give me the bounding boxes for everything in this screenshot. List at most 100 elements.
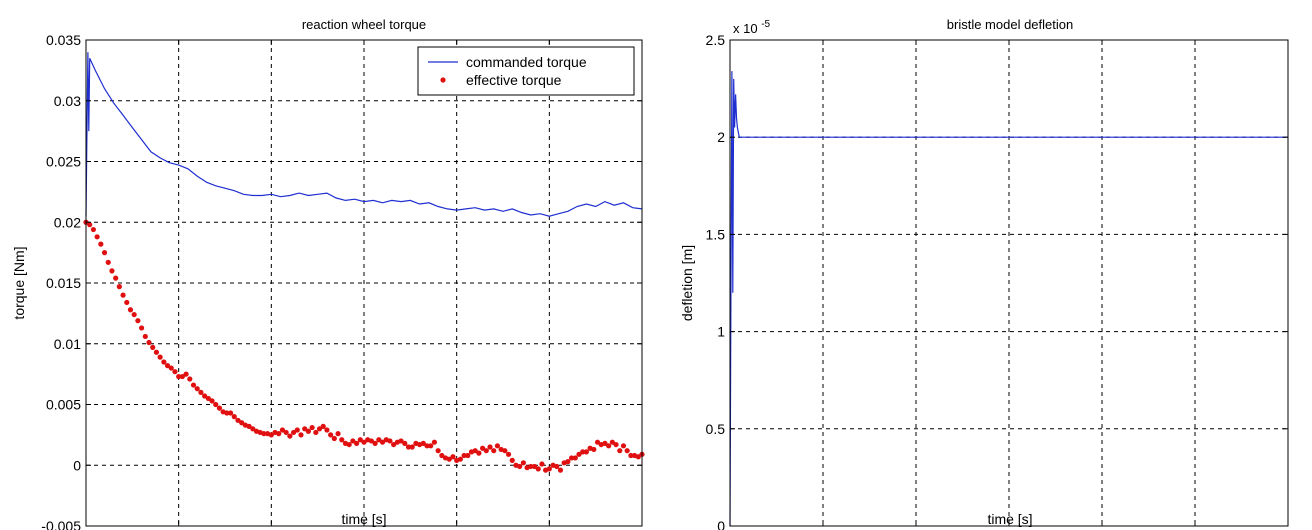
data-point [161, 359, 167, 365]
data-point [139, 325, 145, 331]
tick-marks [729, 39, 1289, 527]
data-point [124, 299, 130, 306]
data-point [439, 452, 445, 459]
data-point [153, 349, 160, 355]
data-point [235, 417, 241, 423]
data-point [205, 395, 211, 402]
data-point [331, 435, 337, 442]
data-point [613, 441, 619, 448]
series-commanded-torque [85, 52, 643, 217]
data-point [357, 437, 363, 443]
data-point [298, 432, 304, 438]
data-point [535, 466, 541, 472]
data-point [98, 241, 104, 247]
data-point [142, 333, 148, 340]
data-point [368, 438, 375, 444]
data-point [617, 448, 623, 454]
data-point [450, 454, 456, 460]
data-point [127, 307, 134, 313]
data-point [213, 401, 219, 408]
data-point [231, 414, 237, 420]
data-point [546, 466, 552, 472]
y-tick-label: 0.03 [54, 93, 81, 109]
data-point [120, 292, 126, 298]
data-point [402, 440, 408, 446]
y-exponent: x 10 -5 [733, 19, 771, 36]
data-point [313, 429, 319, 436]
data-point [105, 259, 111, 265]
data-point [335, 431, 341, 437]
data-point [591, 446, 597, 453]
y-tick-labels: -0.005 0 0.005 0.01 0.015 0.02 0.025 0.03 0.035 [41, 32, 81, 530]
data-point [279, 427, 286, 433]
data-point [198, 389, 204, 395]
data-point [606, 443, 612, 449]
data-point [568, 455, 575, 461]
plot-area [83, 52, 645, 473]
grid [86, 40, 642, 526]
data-point [624, 448, 630, 454]
data-point [435, 448, 441, 454]
series-defletion [729, 71, 1288, 527]
data-point [209, 398, 215, 404]
data-point [290, 429, 297, 436]
y-tick-label: 0 [717, 518, 725, 530]
grid [730, 40, 1288, 526]
legend-label-effective: effective torque [466, 72, 562, 88]
tick-marks [85, 39, 643, 527]
data-point [302, 426, 308, 432]
data-point [483, 448, 489, 454]
data-point [576, 451, 582, 457]
data-point [179, 373, 185, 380]
data-point [353, 440, 360, 446]
y-tick-label: 0.01 [54, 336, 81, 352]
data-point [176, 373, 182, 380]
data-point [557, 467, 564, 473]
data-point [305, 428, 311, 434]
data-point [457, 456, 463, 462]
data-point [487, 444, 493, 450]
data-point [628, 452, 634, 459]
y-tick-label: 0.02 [54, 214, 81, 230]
legend-box [417, 46, 635, 96]
data-point [528, 463, 534, 470]
data-point [324, 427, 330, 433]
chart-title: reaction wheel torque [302, 17, 426, 32]
data-point [350, 438, 356, 444]
series-effective-torque [83, 219, 645, 473]
data-point [446, 456, 452, 462]
data-point [565, 459, 571, 465]
data-point [517, 463, 523, 470]
data-point [190, 382, 197, 388]
data-point [339, 437, 345, 443]
data-point [168, 365, 174, 371]
data-point [594, 439, 601, 445]
data-point [250, 426, 256, 432]
data-point [620, 443, 627, 449]
y-axis-label: torque [Nm] [11, 246, 27, 319]
data-point [283, 429, 289, 436]
data-point [309, 424, 315, 431]
data-point [294, 427, 300, 433]
data-point [502, 448, 508, 454]
data-point [461, 452, 467, 459]
legend-label-commanded: commanded torque [466, 54, 587, 70]
data-point [391, 441, 397, 448]
y-tick-labels: 0 0.5 1 1.5 2 2.5 [706, 32, 726, 530]
x-axis-label: time [s] [987, 511, 1032, 527]
data-point [491, 448, 497, 454]
y-tick-label: 2 [717, 129, 725, 145]
legend-dot-marker [440, 77, 446, 83]
data-point [431, 439, 438, 445]
data-point [227, 410, 234, 416]
data-point [372, 440, 378, 446]
data-point [379, 439, 386, 445]
y-tick-label: 1 [717, 324, 725, 340]
data-point [376, 437, 382, 443]
data-point [480, 445, 486, 451]
data-point [202, 393, 208, 399]
data-point [346, 441, 352, 448]
data-point [361, 439, 367, 445]
y-exponent-power: -5 [761, 19, 770, 30]
